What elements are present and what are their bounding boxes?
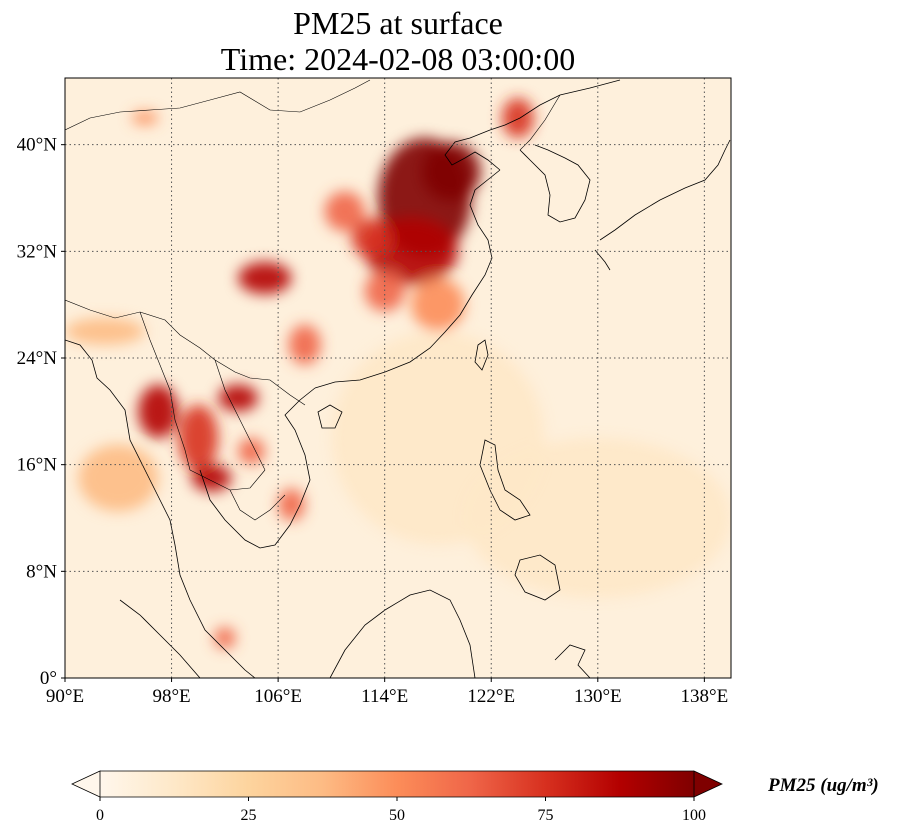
pm25-hotspot-8 [288, 324, 321, 365]
colorbar: 0 25 50 75 100 [71, 770, 723, 824]
lon-tick-label-106: 106°E [254, 686, 302, 707]
coastline-bohai [444, 79, 621, 171]
lat-tick-label-40: 40°N [17, 135, 58, 156]
border-china-north [65, 79, 371, 131]
colorbar-tick-label-50: 50 [389, 807, 405, 824]
map-gridlines [65, 78, 731, 678]
coastline-indochina [199, 387, 316, 549]
border-myanmar [139, 311, 191, 471]
pm25-hotspot-9 [218, 384, 259, 412]
pm25-hotspot-13 [238, 438, 265, 465]
pm25-hotspot-16 [65, 318, 145, 345]
country-borders [65, 79, 561, 521]
coastline-luzon [479, 439, 531, 521]
lon-tick-label-98: 98°E [152, 686, 190, 707]
colorbar-extend-low [71, 770, 101, 798]
lat-tick-label-24: 24°N [17, 348, 58, 369]
colorbar-tick-label-0: 0 [96, 807, 104, 824]
border-cambodia [229, 489, 286, 521]
coastline-sulawesi [554, 644, 591, 678]
coastline-taiwan [474, 339, 489, 371]
pm25-hotspot-3 [351, 218, 392, 258]
pm25-hotspot-15 [78, 444, 159, 512]
coastline-korea [519, 144, 591, 223]
pm25-hotspot-18 [131, 111, 159, 125]
border-himalaya [65, 299, 306, 406]
coastline-borneo [329, 589, 476, 678]
lat-tick-label-32: 32°N [17, 241, 58, 262]
lon-tick-label-130: 130°E [574, 686, 622, 707]
lat-tick-label-0: 0° [40, 668, 57, 689]
pm25-hotspot-5 [411, 278, 465, 332]
pm25-hotspot-14 [278, 488, 305, 521]
lon-tick-label-122: 122°E [467, 686, 515, 707]
colorbar-label: PM25 (ug/m³) [768, 775, 879, 796]
colorbar-tick-label-100: 100 [682, 807, 706, 824]
lon-tick-label-114: 114°E [361, 686, 408, 707]
map-axis-ticks: 90°E 98°E 106°E 114°E 122°E 130°E 138°E 0° 8°N 16… [17, 135, 729, 707]
colorbar-gradient [100, 771, 694, 797]
pm25-hotspot-17 [501, 98, 534, 138]
pm25-hotspot-6 [364, 271, 405, 312]
coastline-hainan [317, 404, 343, 429]
map-frame [64, 77, 732, 679]
border-laos [214, 359, 266, 471]
pm25-hotspot-11 [178, 404, 219, 472]
lat-tick-label-8: 8°N [26, 561, 57, 582]
lat-tick-label-16: 16°N [17, 455, 58, 476]
lon-tick-label-138: 138°E [681, 686, 729, 707]
lon-tick-label-90: 90°E [46, 686, 84, 707]
map-title-line1: PM25 at surface [293, 5, 503, 41]
colorbar-ticks: 0 25 50 75 100 [96, 797, 706, 824]
colorbar-extend-high [693, 770, 723, 798]
pm25-hotspot-4 [324, 191, 365, 232]
pm25-hotspot-21 [331, 331, 545, 545]
coastline-sumatra [119, 599, 201, 678]
coastline-japan [599, 139, 731, 241]
map-title-line2: Time: 2024-02-08 03:00:00 [220, 41, 576, 77]
pm25-hotspot-19 [214, 627, 236, 649]
coastline-mainland [65, 339, 256, 678]
pm25-hotspot-10 [138, 384, 179, 439]
colorbar-tick-label-75: 75 [538, 807, 554, 824]
coastlines [65, 79, 731, 678]
pm25-hotspot-12 [191, 464, 232, 492]
pm25-hotspot-7 [238, 262, 292, 294]
coastline-japan-kyushu [594, 249, 611, 271]
coastline-south-china [314, 169, 501, 389]
colorbar-tick-label-25: 25 [241, 807, 257, 824]
coastline-mindanao [514, 554, 561, 601]
pm25-hotspot-1 [421, 142, 481, 201]
